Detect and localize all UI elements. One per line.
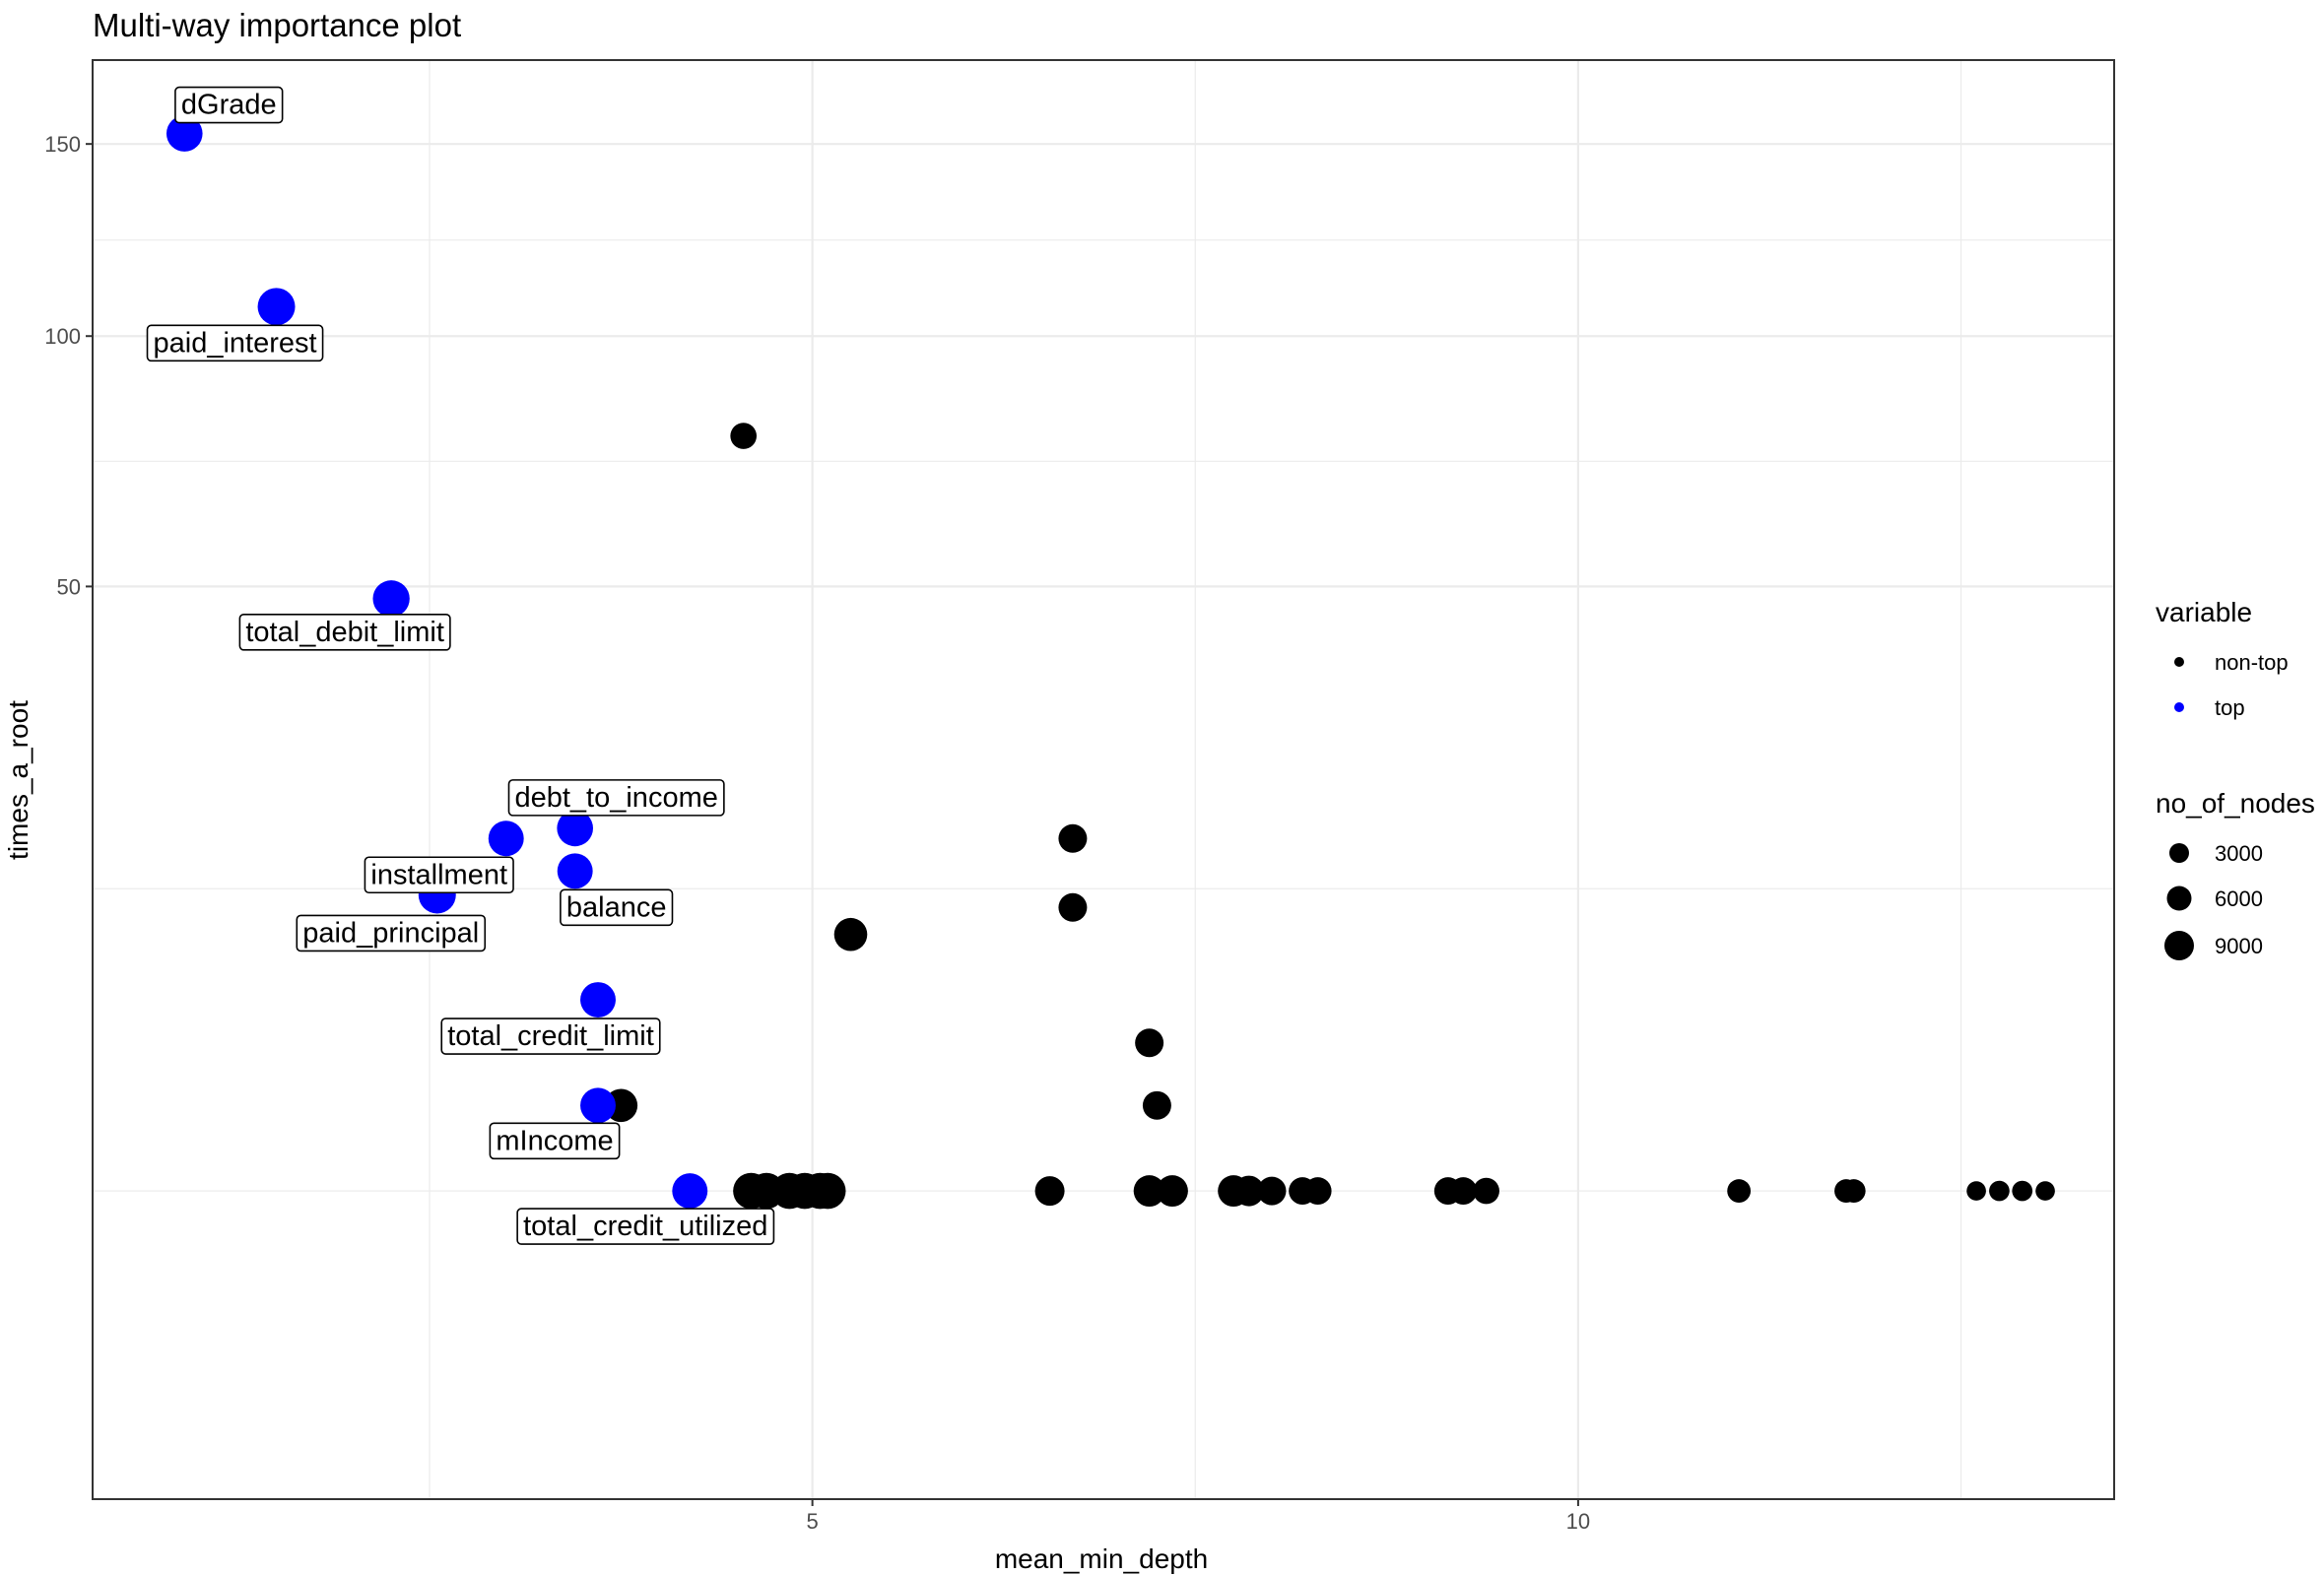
point-total-debit-limit [372, 580, 410, 618]
point [1058, 892, 1088, 922]
point-label-text: paid_principal [302, 917, 479, 949]
point-balance [557, 853, 593, 889]
panel-border [92, 59, 2115, 1500]
plot-panel [93, 60, 2114, 1499]
point-label-text: installment [370, 859, 507, 890]
point [1034, 1176, 1065, 1207]
point [1233, 1175, 1265, 1207]
point-label-text: total_debit_limit [245, 617, 444, 648]
point [1257, 1176, 1287, 1206]
x-axis-label: mean_min_depth [995, 1543, 1208, 1574]
point [1303, 1177, 1332, 1206]
point-label-installment: installment [364, 856, 514, 894]
point [1449, 1177, 1478, 1206]
x-tick-label: 5 [807, 1509, 819, 1534]
legend: variable non-top top no_of_nodes 3000 6000 900… [2156, 597, 2315, 960]
point-label-text: paid_interest [154, 327, 317, 359]
point [809, 1172, 846, 1210]
legend-key-non-top [2174, 657, 2184, 667]
y-tick-label: 150 [44, 132, 81, 157]
point-label-total-credit-utilized: total_credit_utilized [516, 1208, 775, 1245]
point-total-credit-limit [580, 982, 616, 1017]
point-paid-interest [257, 288, 296, 326]
y-tick-label: 50 [57, 574, 81, 599]
axes-layer: 50 100 150 5 10 [44, 59, 2115, 1534]
point-label-paid-principal: paid_principal [296, 914, 487, 952]
point [1841, 1179, 1866, 1203]
point-label-debt-to-income: debt_to_income [507, 779, 725, 817]
point [1473, 1177, 1499, 1205]
point-installment [488, 820, 524, 857]
point [1142, 1090, 1171, 1120]
point [1966, 1181, 1986, 1201]
point-dGrade [166, 115, 203, 152]
point [2035, 1181, 2055, 1201]
point [833, 917, 868, 952]
legend-key-top [2174, 702, 2184, 712]
legend-size-key [2164, 931, 2194, 960]
point-label-paid-interest: paid_interest [146, 324, 324, 362]
legend-size-label: 3000 [2215, 841, 2263, 866]
y-axis-label: times_a_root [3, 700, 33, 860]
point-label-text: balance [566, 891, 667, 923]
point [2012, 1180, 2033, 1202]
point-total-credit-utilized [672, 1173, 708, 1210]
point-debt-to-income [557, 810, 593, 847]
point-label-text: total_credit_limit [447, 1020, 654, 1052]
point [1727, 1179, 1752, 1203]
legend-size-label: 9000 [2215, 934, 2263, 958]
point [1058, 823, 1088, 853]
x-tick-label: 10 [1566, 1509, 1590, 1534]
legend-size-key [2169, 843, 2189, 863]
point [1135, 1028, 1164, 1058]
point-label-total-credit-limit: total_credit_limit [440, 1017, 661, 1055]
point [1157, 1175, 1188, 1208]
y-tick-label: 100 [44, 324, 81, 349]
point-mIncome [580, 1087, 616, 1124]
legend-label-non-top: non-top [2215, 650, 2289, 675]
point-label-mIncome: mIncome [489, 1122, 621, 1160]
chart-title: Multi-way importance plot [93, 7, 461, 43]
point-label-text: dGrade [181, 90, 277, 121]
point-label-text: mIncome [496, 1125, 613, 1156]
point-label-text: total_credit_utilized [523, 1211, 767, 1242]
legend-label-top: top [2215, 695, 2245, 720]
point [1989, 1180, 2010, 1202]
point [730, 423, 758, 449]
point-labels-layer: dGrade paid_interest total_debit_limitdebt… [146, 86, 775, 1245]
point-label-dGrade: dGrade [174, 86, 284, 124]
point-label-total-debit-limit: total_debit_limit [238, 614, 451, 651]
legend-color-title: variable [2156, 597, 2252, 627]
legend-size-title: no_of_nodes [2156, 788, 2315, 819]
legend-size-key [2166, 886, 2192, 911]
point-label-text: debt_to_income [514, 782, 717, 814]
point-label-balance: balance [560, 888, 674, 927]
point [1133, 1175, 1165, 1208]
legend-size-label: 6000 [2215, 886, 2263, 911]
